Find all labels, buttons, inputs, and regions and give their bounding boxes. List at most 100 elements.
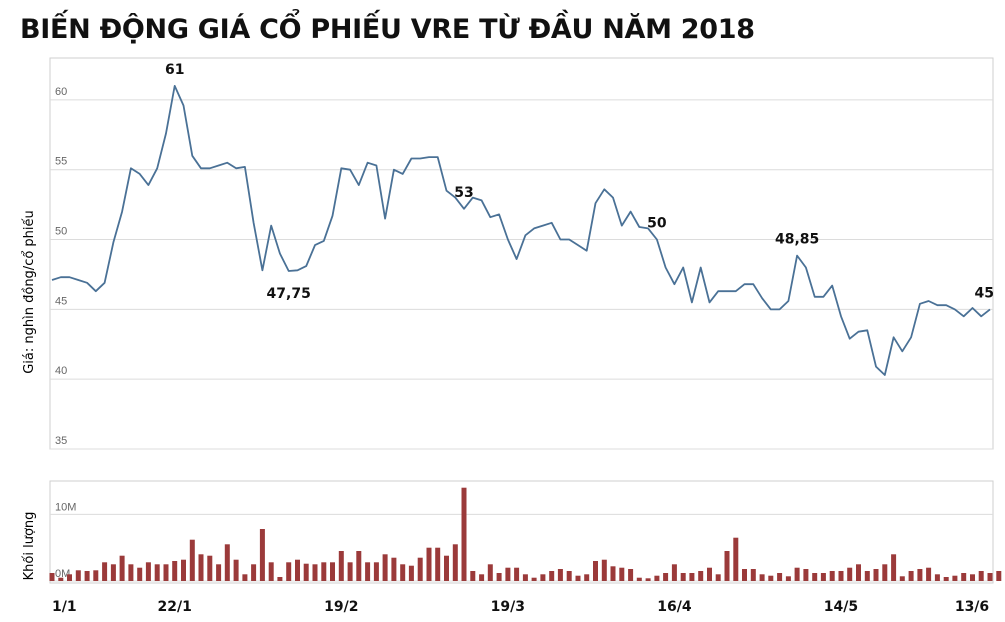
volume-bar bbox=[557, 569, 563, 581]
volume-bar bbox=[198, 554, 204, 581]
annotation-label: 50 bbox=[647, 216, 667, 232]
volume-bar bbox=[785, 576, 791, 581]
volume-bar bbox=[216, 564, 222, 581]
volume-bar bbox=[224, 544, 230, 581]
volume-bar bbox=[820, 573, 826, 581]
volume-plot-area bbox=[49, 480, 994, 584]
annotation-label: 45 bbox=[975, 285, 994, 301]
volume-bar bbox=[295, 559, 300, 581]
volume-bar bbox=[663, 573, 669, 581]
price-y-axis-title: Giá: nghìn đồng/cổ phiếu bbox=[22, 210, 37, 374]
volume-bar bbox=[768, 575, 774, 581]
volume-bar bbox=[943, 577, 949, 581]
x-axis-date-labels: 1/1 22/1 19/2 19/3 16/4 14/5 13/6 bbox=[52, 599, 989, 615]
volume-bar bbox=[689, 573, 695, 581]
volume-bar bbox=[707, 567, 712, 581]
volume-bar bbox=[733, 537, 739, 581]
volume-bar bbox=[408, 565, 414, 581]
volume-bar bbox=[435, 547, 441, 581]
volume-bar bbox=[233, 559, 239, 581]
price-y-tick-label: 40 bbox=[55, 365, 67, 377]
volume-bar bbox=[934, 574, 940, 581]
volume-bar bbox=[154, 564, 160, 581]
volume-bar bbox=[207, 555, 213, 581]
volume-gridlines bbox=[50, 513, 993, 582]
price-y-tick-label: 55 bbox=[55, 156, 67, 168]
x-tick-label: 19/2 bbox=[324, 599, 358, 615]
annotation-label: 47,75 bbox=[267, 286, 311, 302]
volume-bar bbox=[58, 577, 64, 581]
volume-bar bbox=[759, 574, 765, 581]
volume-bar bbox=[636, 577, 642, 581]
volume-bars bbox=[49, 487, 1002, 581]
price-y-tick-labels: 35 40 45 50 55 60 bbox=[55, 86, 67, 447]
volume-y-tick-label: 0M bbox=[55, 568, 70, 580]
volume-bar bbox=[461, 487, 467, 581]
annotation-label: 48,85 bbox=[775, 232, 819, 248]
volume-bar bbox=[242, 574, 248, 581]
volume-bar bbox=[899, 576, 905, 581]
volume-bar bbox=[312, 564, 318, 581]
volume-bar bbox=[505, 567, 511, 581]
volume-bar bbox=[671, 564, 677, 581]
volume-bar bbox=[610, 566, 616, 581]
volume-bar bbox=[531, 577, 537, 581]
volume-bar bbox=[873, 569, 879, 581]
price-line bbox=[51, 85, 991, 376]
volume-bar bbox=[259, 529, 265, 581]
x-tick-label: 22/1 bbox=[158, 599, 192, 615]
x-tick-label: 1/1 bbox=[52, 599, 77, 615]
volume-bar bbox=[917, 569, 923, 581]
volume-bar bbox=[426, 547, 432, 581]
volume-y-axis-title: Khối lượng bbox=[22, 512, 37, 581]
volume-bar bbox=[540, 574, 546, 581]
volume-bar bbox=[601, 559, 607, 581]
volume-bar bbox=[417, 557, 423, 581]
volume-bar bbox=[812, 573, 818, 581]
volume-bar bbox=[75, 570, 81, 581]
volume-bar bbox=[268, 562, 274, 581]
volume-bar bbox=[128, 564, 134, 581]
x-tick-label: 16/4 bbox=[657, 599, 692, 615]
volume-bar bbox=[444, 555, 449, 581]
volume-bar bbox=[829, 571, 835, 581]
volume-bar bbox=[724, 551, 730, 581]
volume-bar bbox=[49, 573, 55, 581]
volume-bar bbox=[137, 567, 143, 581]
volume-bar bbox=[93, 570, 99, 581]
volume-bar bbox=[522, 574, 528, 581]
volume-bar bbox=[303, 563, 309, 581]
volume-bar bbox=[470, 571, 476, 581]
volume-bar bbox=[67, 574, 72, 581]
volume-bar bbox=[181, 559, 186, 581]
volume-bar bbox=[952, 575, 958, 581]
volume-bar bbox=[742, 569, 747, 581]
volume-y-tick-label: 10M bbox=[55, 501, 76, 513]
x-tick-label: 19/3 bbox=[491, 599, 525, 615]
volume-bar bbox=[566, 571, 572, 581]
volume-bar bbox=[645, 578, 651, 581]
volume-bar bbox=[698, 571, 704, 581]
volume-bar bbox=[119, 555, 125, 581]
volume-bar bbox=[777, 573, 783, 581]
volume-y-tick-labels: 0M 10M bbox=[55, 501, 76, 580]
volume-bar bbox=[251, 564, 257, 581]
volume-bar bbox=[978, 571, 984, 581]
volume-bar bbox=[347, 562, 353, 581]
volume-bar bbox=[715, 574, 721, 581]
volume-bar bbox=[163, 564, 169, 581]
volume-bar bbox=[338, 551, 344, 581]
volume-bar bbox=[926, 567, 932, 581]
volume-bar bbox=[145, 562, 151, 581]
volume-bar bbox=[908, 571, 914, 581]
volume-bar bbox=[487, 564, 493, 581]
annotation-label: 61 bbox=[165, 62, 184, 78]
price-y-tick-label: 45 bbox=[55, 295, 67, 307]
annotation-label: 53 bbox=[454, 185, 473, 201]
volume-bar bbox=[750, 569, 756, 581]
volume-bar bbox=[593, 561, 598, 581]
volume-bar bbox=[496, 573, 502, 581]
volume-bar bbox=[479, 574, 485, 581]
volume-bar bbox=[286, 562, 292, 581]
